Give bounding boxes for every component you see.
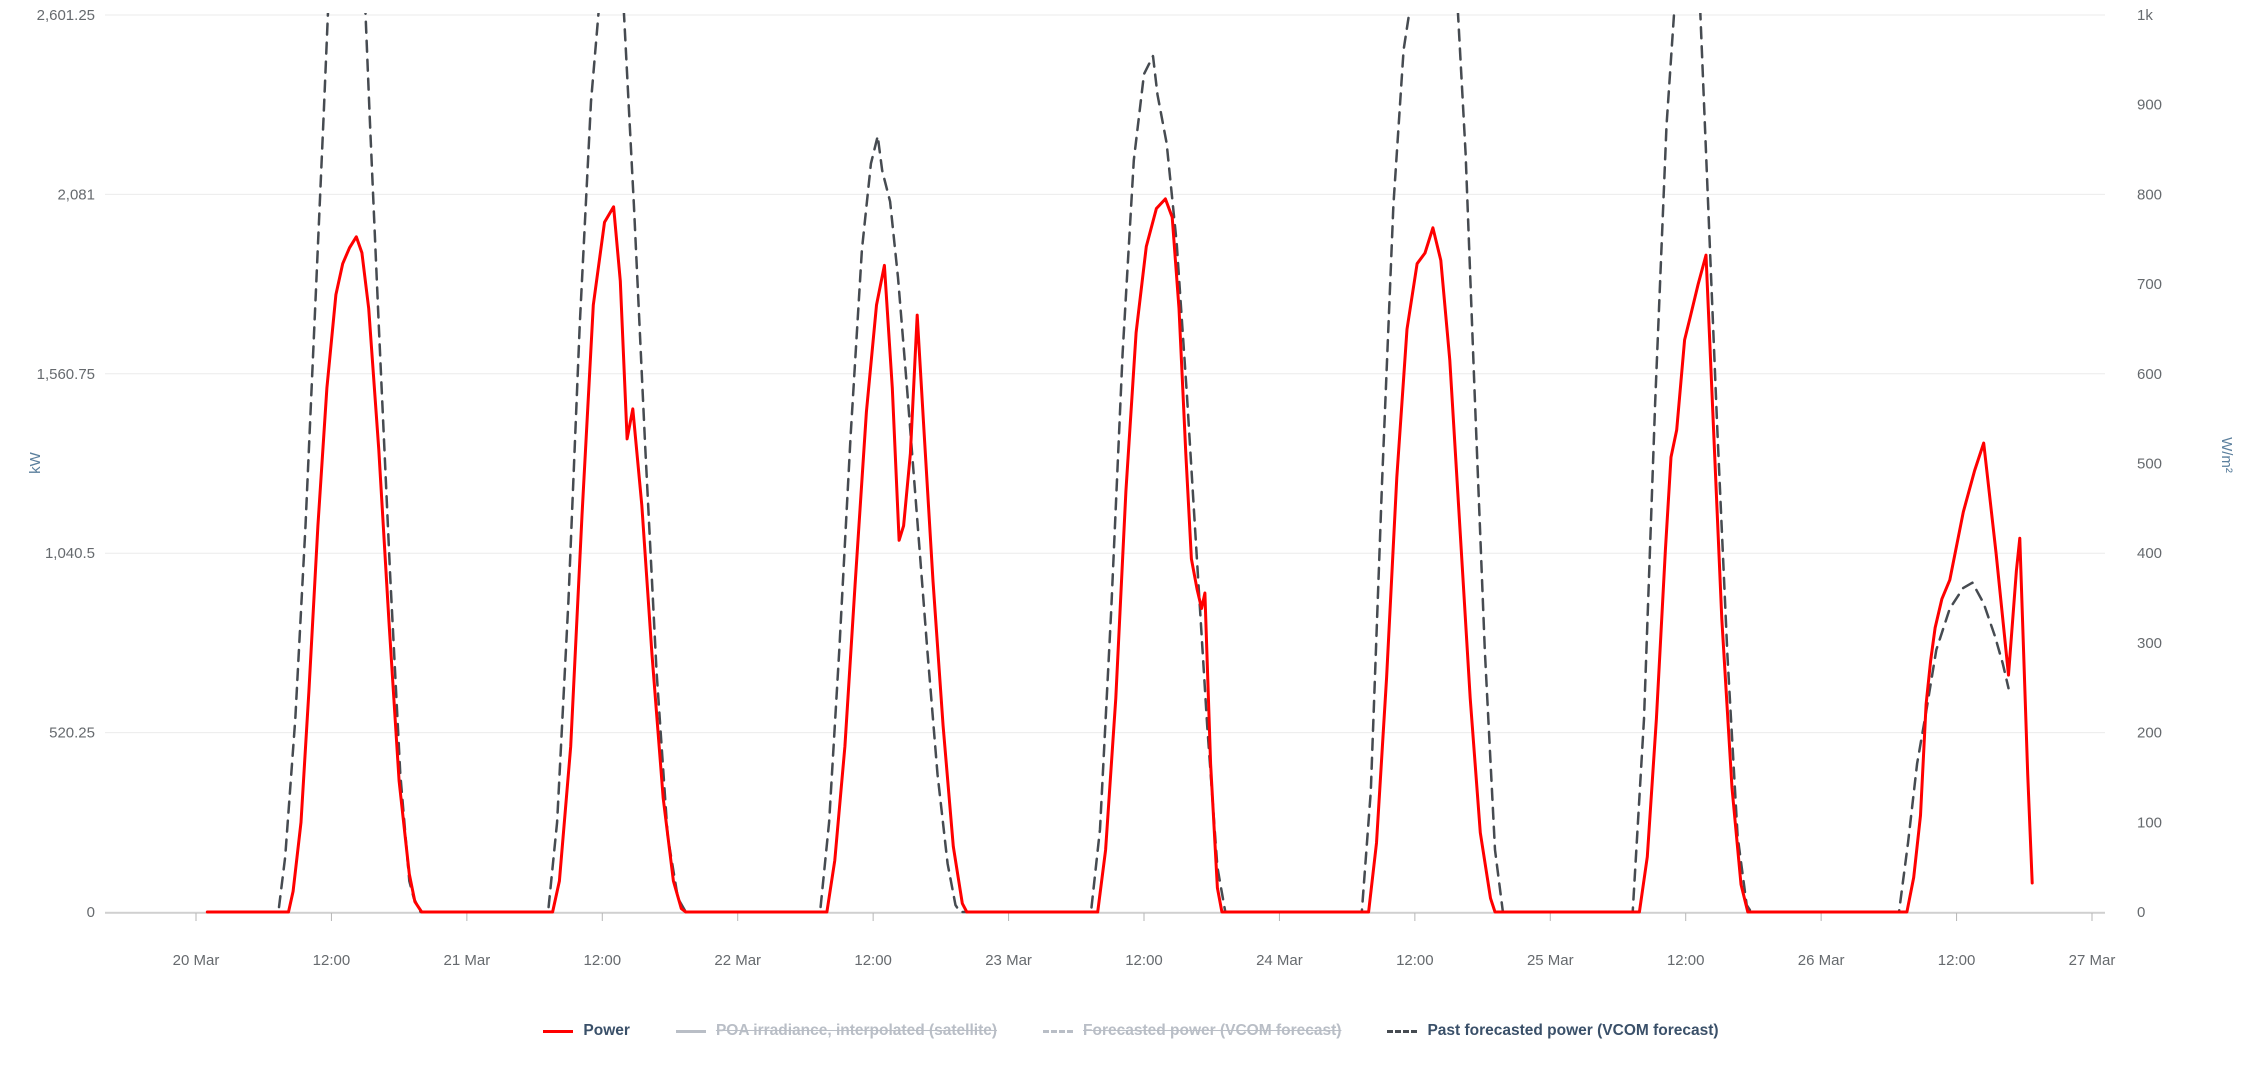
y-axis-left-tick-label: 520.25 [49, 725, 95, 742]
y-axis-right-tick-label: 300 [2137, 635, 2162, 652]
x-axis-tick-label: 12:00 [313, 952, 351, 969]
y-axis-right-title: W/m² [2218, 437, 2235, 473]
forecasted-power-line-swatch-icon [1043, 1029, 1074, 1033]
y-axis-right-tick-label: 200 [2137, 725, 2162, 742]
legend-label: Forecasted power (VCOM forecast) [1083, 1022, 1342, 1039]
series-line-power[interactable] [205, 197, 2034, 914]
y-axis-right-tick-label: 800 [2137, 186, 2162, 203]
x-axis-tick-label: 12:00 [1396, 952, 1434, 969]
y-axis-left-tick-label: 2,601.25 [37, 7, 95, 24]
x-axis-tick-label: 21 Mar [444, 952, 491, 969]
x-axis-tick-label: 23 Mar [985, 952, 1032, 969]
x-axis-tick-label: 12:00 [1938, 952, 1976, 969]
x-axis-tick-label: 25 Mar [1527, 952, 1574, 969]
y-axis-right-tick-label: 700 [2137, 276, 2162, 293]
y-axis-right-tick-label: 900 [2137, 97, 2162, 114]
x-axis-tick-label: 12:00 [584, 952, 622, 969]
y-axis-right-tick-label: 100 [2137, 814, 2162, 831]
y-axis-left-tick-label: 0 [87, 904, 95, 921]
legend-label: Past forecasted power (VCOM forecast) [1427, 1022, 1719, 1039]
past-forecasted-power-line-swatch-icon [1387, 1029, 1418, 1033]
x-axis-tick-label: 20 Mar [173, 952, 220, 969]
x-axis-tick-label: 12:00 [854, 952, 892, 969]
legend-item-poa-irradiance[interactable]: POA irradiance, interpolated (satellite) [675, 1022, 998, 1040]
x-axis-tick-label: 26 Mar [1798, 952, 1845, 969]
y-axis-left-tick-label: 1,040.5 [45, 545, 95, 562]
x-axis-tick-label: 27 Mar [2069, 952, 2116, 969]
y-axis-left-tick-label: 2,081 [57, 186, 95, 203]
legend-item-past-forecasted-power[interactable]: Past forecasted power (VCOM forecast) [1387, 1022, 1719, 1040]
legend-item-forecasted-power[interactable]: Forecasted power (VCOM forecast) [1043, 1022, 1341, 1040]
legend-label: POA irradiance, interpolated (satellite) [715, 1022, 998, 1039]
poa-irradiance-line-swatch-icon [675, 1029, 706, 1033]
x-axis-tick-label: 24 Mar [1256, 952, 1303, 969]
x-axis-tick-label: 12:00 [1667, 952, 1705, 969]
power-line-swatch-icon [543, 1029, 574, 1033]
series-line-past-forecasted-power-vcom-forecast[interactable] [206, 0, 2010, 914]
y-axis-right-tick-label: 400 [2137, 545, 2162, 562]
y-axis-left-tick-label: 1,560.75 [37, 366, 95, 383]
y-axis-right-tick-label: 600 [2137, 366, 2162, 383]
y-axis-right-tick-label: 1k [2137, 7, 2153, 24]
y-axis-left-title: kW [27, 451, 44, 474]
legend-label: Power [583, 1022, 630, 1039]
legend-item-power[interactable]: Power [543, 1022, 630, 1040]
y-axis-right-tick-label: 500 [2137, 456, 2162, 473]
x-axis-tick-label: 22 Mar [714, 952, 761, 969]
chart-legend: Power POA irradiance, interpolated (sate… [0, 1022, 2262, 1040]
y-axis-right-tick-label: 0 [2137, 904, 2145, 921]
x-axis-tick-label: 12:00 [1125, 952, 1163, 969]
